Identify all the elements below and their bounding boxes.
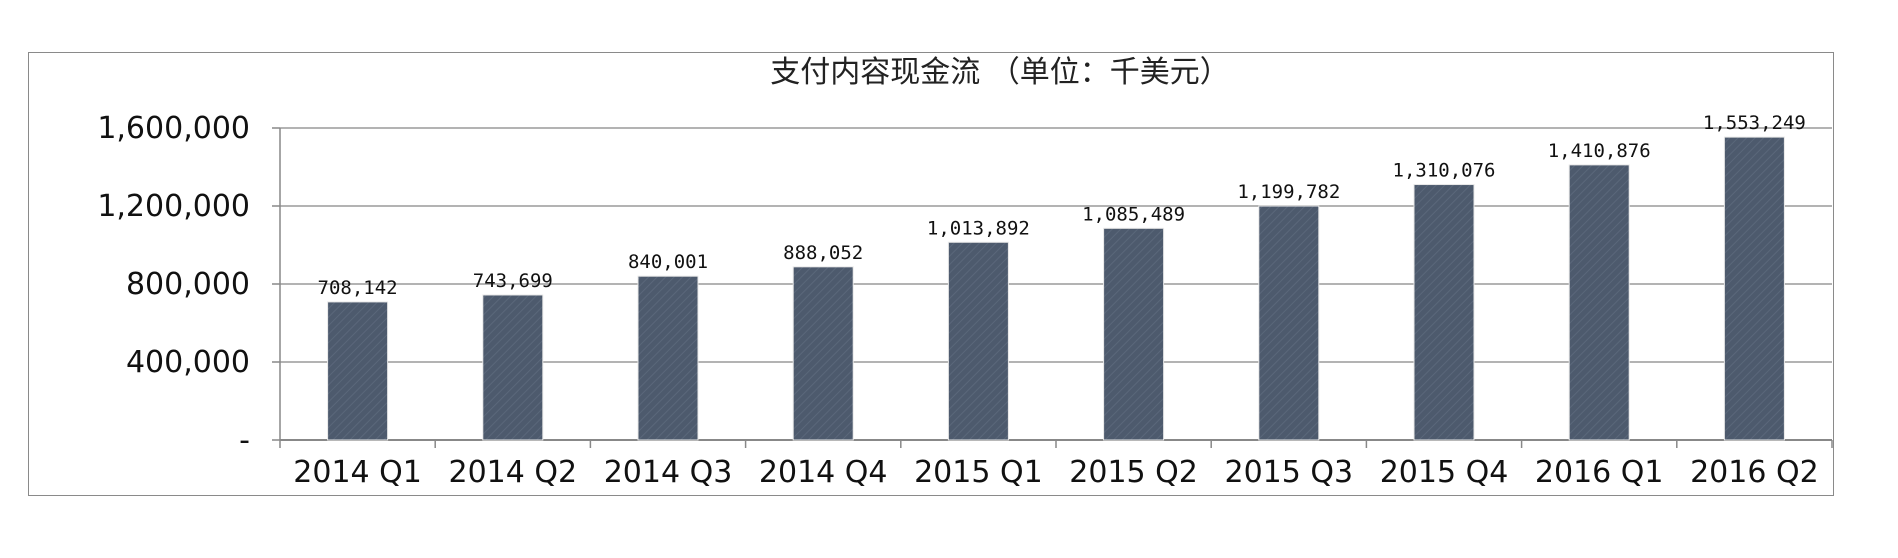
y-tick-label: 800,000 [126, 267, 250, 302]
bar [637, 275, 699, 441]
x-tick-label: 2015 Q3 [1225, 455, 1354, 490]
x-tick-label: 2014 Q2 [449, 455, 578, 490]
bar [1568, 164, 1630, 441]
y-tick-label: 400,000 [126, 345, 250, 380]
data-label: 708,142 [318, 277, 398, 299]
bar [947, 241, 1009, 441]
data-label: 1,013,892 [927, 217, 1030, 239]
data-label: 1,410,876 [1548, 140, 1651, 162]
bar [1103, 227, 1165, 441]
bar [482, 294, 544, 441]
x-tick-label: 2016 Q1 [1535, 455, 1664, 490]
x-tick-label: 2016 Q2 [1690, 455, 1819, 490]
y-tick-label: 1,600,000 [97, 111, 250, 146]
x-tick-label: 2015 Q1 [914, 455, 1043, 490]
data-labels: 708,142 743,699 840,001 888,052 1,013,892 1,0… [318, 112, 1806, 299]
data-label: 1,310,076 [1393, 160, 1496, 182]
bar [792, 266, 854, 441]
x-tick-label: 2014 Q3 [604, 455, 733, 490]
x-tick-label: 2014 Q4 [759, 455, 888, 490]
bars [327, 136, 1785, 441]
bar [1413, 184, 1475, 441]
data-label: 1,199,782 [1237, 181, 1340, 203]
x-tick-label: 2015 Q2 [1069, 455, 1198, 490]
data-label: 1,553,249 [1703, 112, 1806, 134]
bar [1723, 136, 1785, 441]
x-axis-tick-labels: 2014 Q1 2014 Q2 2014 Q3 2014 Q4 2015 Q1 2015 … [293, 455, 1818, 490]
x-tick-label: 2015 Q4 [1380, 455, 1509, 490]
y-axis-tick-labels: - 400,000 800,000 1,200,000 1,600,000 [97, 111, 250, 458]
bar [1258, 205, 1320, 441]
data-label: 1,085,489 [1082, 203, 1185, 225]
data-label: 888,052 [783, 242, 863, 264]
y-tick-label: - [239, 423, 250, 458]
y-tick-label: 1,200,000 [97, 189, 250, 224]
data-label: 840,001 [628, 251, 708, 273]
data-label: 743,699 [473, 270, 553, 292]
x-tick-label: 2014 Q1 [293, 455, 422, 490]
chart-title: 支付内容现金流 （单位：千美元） [770, 55, 1230, 90]
bar [327, 301, 389, 441]
